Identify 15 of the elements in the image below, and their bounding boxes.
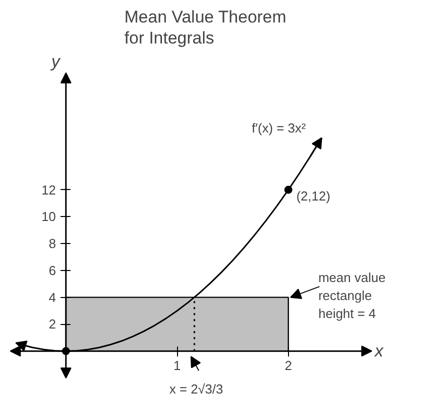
y-tick-label: 12 (41, 182, 56, 198)
annotation: mean value rectangle height = 4 (318, 270, 386, 321)
point (284, 186, 292, 194)
text: x = 2√3/3 (169, 382, 224, 397)
y-tick-label: 6 (48, 262, 56, 278)
y-tick-label: 10 (41, 209, 56, 224)
y-axis-title: y (50, 52, 62, 71)
chart-title: Mean Value Theorem for Integrals (124, 8, 286, 48)
annotation: f′(x) = 3x² (252, 120, 306, 136)
y-tick-label: 4 (48, 290, 56, 305)
y-tick-label: 8 (48, 236, 56, 252)
x-tick-label: 1 (174, 358, 181, 374)
x-axis-title: x (374, 342, 384, 361)
y-tick-label: 2 (48, 316, 56, 332)
annotation: (2,12) (296, 188, 330, 204)
